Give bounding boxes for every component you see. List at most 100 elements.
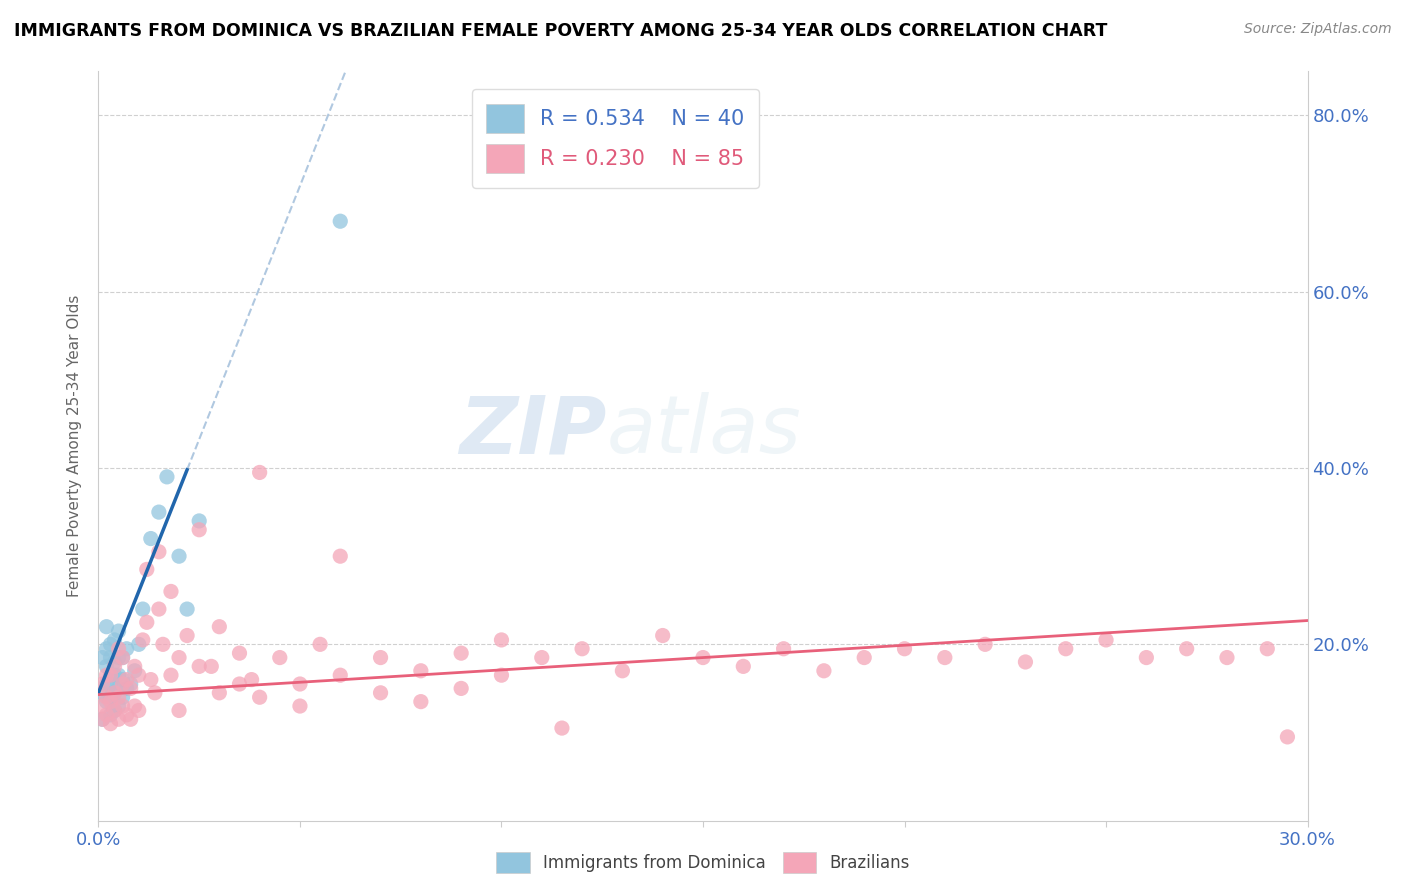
Point: [115, 707, 138, 722]
Point: [96, 620, 118, 634]
Text: atlas: atlas: [606, 392, 801, 470]
Point: [176, 602, 198, 616]
Point: [228, 646, 250, 660]
Point: [733, 659, 755, 673]
Y-axis label: Female Poverty Among 25-34 Year Olds: Female Poverty Among 25-34 Year Olds: [67, 295, 83, 597]
Point: [329, 214, 352, 228]
Legend: Immigrants from Dominica, Brazilians: Immigrants from Dominica, Brazilians: [489, 846, 917, 880]
Point: [96, 668, 118, 682]
Point: [152, 637, 174, 651]
Point: [135, 562, 157, 576]
Point: [124, 659, 146, 673]
Point: [91, 712, 114, 726]
Point: [893, 641, 915, 656]
Point: [269, 650, 291, 665]
Point: [148, 505, 170, 519]
Point: [167, 703, 190, 717]
Legend: R = 0.534    N = 40, R = 0.230    N = 85: R = 0.534 N = 40, R = 0.230 N = 85: [471, 89, 759, 188]
Point: [1014, 655, 1036, 669]
Point: [91, 712, 114, 726]
Point: [115, 641, 138, 656]
Point: [1175, 641, 1198, 656]
Point: [103, 703, 125, 717]
Point: [1054, 641, 1077, 656]
Point: [228, 677, 250, 691]
Point: [124, 699, 146, 714]
Point: [370, 650, 392, 665]
Point: [107, 650, 129, 665]
Point: [96, 641, 118, 656]
Point: [96, 690, 118, 705]
Point: [1095, 632, 1118, 647]
Point: [100, 707, 122, 722]
Point: [111, 673, 134, 687]
Point: [103, 686, 125, 700]
Point: [107, 681, 129, 696]
Point: [651, 628, 673, 642]
Point: [103, 703, 125, 717]
Point: [571, 641, 593, 656]
Point: [132, 602, 155, 616]
Point: [91, 686, 114, 700]
Point: [370, 686, 392, 700]
Point: [1277, 730, 1299, 744]
Point: [1135, 650, 1157, 665]
Point: [111, 650, 134, 665]
Point: [111, 690, 134, 705]
Point: [288, 677, 311, 691]
Point: [107, 712, 129, 726]
Point: [167, 549, 190, 564]
Point: [135, 615, 157, 630]
Point: [96, 677, 118, 691]
Point: [120, 681, 142, 696]
Point: [409, 664, 432, 678]
Text: IMMIGRANTS FROM DOMINICA VS BRAZILIAN FEMALE POVERTY AMONG 25-34 YEAR OLDS CORRE: IMMIGRANTS FROM DOMINICA VS BRAZILIAN FE…: [14, 22, 1108, 40]
Point: [103, 632, 125, 647]
Point: [450, 681, 472, 696]
Point: [103, 659, 125, 673]
Point: [692, 650, 714, 665]
Point: [188, 514, 211, 528]
Point: [128, 703, 150, 717]
Point: [409, 695, 432, 709]
Point: [107, 690, 129, 705]
Point: [115, 673, 138, 687]
Point: [91, 699, 114, 714]
Point: [128, 637, 150, 651]
Point: [853, 650, 876, 665]
Point: [208, 620, 231, 634]
Point: [111, 677, 134, 691]
Point: [156, 470, 179, 484]
Point: [107, 668, 129, 682]
Point: [491, 632, 513, 647]
Point: [329, 668, 352, 682]
Point: [115, 681, 138, 696]
Point: [139, 532, 162, 546]
Point: [188, 523, 211, 537]
Point: [111, 699, 134, 714]
Point: [160, 584, 183, 599]
Point: [288, 699, 311, 714]
Point: [107, 624, 129, 639]
Point: [329, 549, 352, 564]
Point: [530, 650, 553, 665]
Point: [240, 673, 263, 687]
Point: [100, 637, 122, 651]
Point: [103, 686, 125, 700]
Point: [91, 650, 114, 665]
Point: [772, 641, 794, 656]
Point: [551, 721, 574, 735]
Point: [1216, 650, 1239, 665]
Point: [176, 628, 198, 642]
Point: [612, 664, 634, 678]
Point: [100, 690, 122, 705]
Text: ZIP: ZIP: [458, 392, 606, 470]
Point: [1256, 641, 1278, 656]
Point: [208, 686, 231, 700]
Point: [160, 668, 183, 682]
Point: [200, 659, 222, 673]
Point: [100, 668, 122, 682]
Point: [96, 695, 118, 709]
Point: [100, 650, 122, 665]
Point: [188, 659, 211, 673]
